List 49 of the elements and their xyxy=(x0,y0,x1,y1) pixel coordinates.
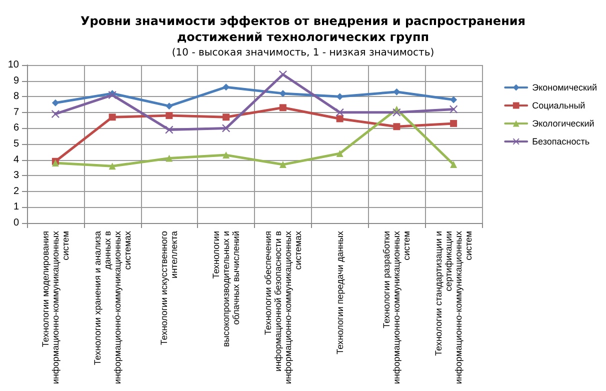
y-tick-label: 9 xyxy=(13,75,20,86)
point xyxy=(450,120,458,127)
y-tick-label: 6 xyxy=(13,122,20,134)
x-tick-label: Технологии разработки информационно-коммуникационных систем xyxy=(382,230,412,384)
y-tick-label: 1 xyxy=(13,202,20,213)
legend-label: Социальный xyxy=(532,100,586,110)
point xyxy=(450,105,458,114)
point xyxy=(393,123,400,130)
legend-label: Экономический xyxy=(532,82,597,92)
y-tick-label: 2 xyxy=(13,186,20,197)
point xyxy=(278,70,287,78)
y-tick-label: 10 xyxy=(8,60,20,70)
y-tick-label: 7 xyxy=(13,106,20,118)
x-tick-label: Технологии моделирования информационно-коммуникационных систем xyxy=(40,230,70,384)
point xyxy=(336,115,344,122)
y-tick-label: 8 xyxy=(13,91,20,102)
point xyxy=(393,88,400,96)
point xyxy=(51,110,60,118)
point xyxy=(450,96,458,104)
point xyxy=(166,102,173,110)
chart-title: Уровни значимости эффектов от внедрения и распространения достижений технологических групп xyxy=(80,14,526,44)
point xyxy=(108,114,116,121)
point xyxy=(336,93,344,100)
point xyxy=(279,161,286,168)
point xyxy=(336,150,344,157)
point xyxy=(392,108,401,116)
point xyxy=(166,112,173,120)
point xyxy=(222,114,230,121)
point xyxy=(222,124,230,132)
y-tick-label: 5 xyxy=(13,138,20,150)
point xyxy=(52,99,59,106)
legend-label: Экологический xyxy=(532,118,594,128)
legend-label: Безопасность xyxy=(532,136,590,146)
point xyxy=(108,162,116,170)
y-tick-label: 3 xyxy=(13,170,20,182)
point xyxy=(222,84,230,91)
point xyxy=(279,104,286,112)
point xyxy=(166,154,173,162)
y-tick-label: 0 xyxy=(13,218,20,228)
point xyxy=(279,90,286,97)
x-tick-label: Технологии стандартизации и сертификации информационно-коммуникационных систем xyxy=(434,230,474,384)
point xyxy=(450,161,458,168)
point xyxy=(336,108,344,116)
y-tick-label: 4 xyxy=(13,154,20,166)
point xyxy=(165,126,174,134)
x-tick-label: Технологии передачи данных xyxy=(334,230,345,354)
point xyxy=(222,152,230,159)
chart-subtitle: (10 - высокая значимость, 1 - низкая значимость) xyxy=(172,48,434,58)
point xyxy=(108,91,116,100)
